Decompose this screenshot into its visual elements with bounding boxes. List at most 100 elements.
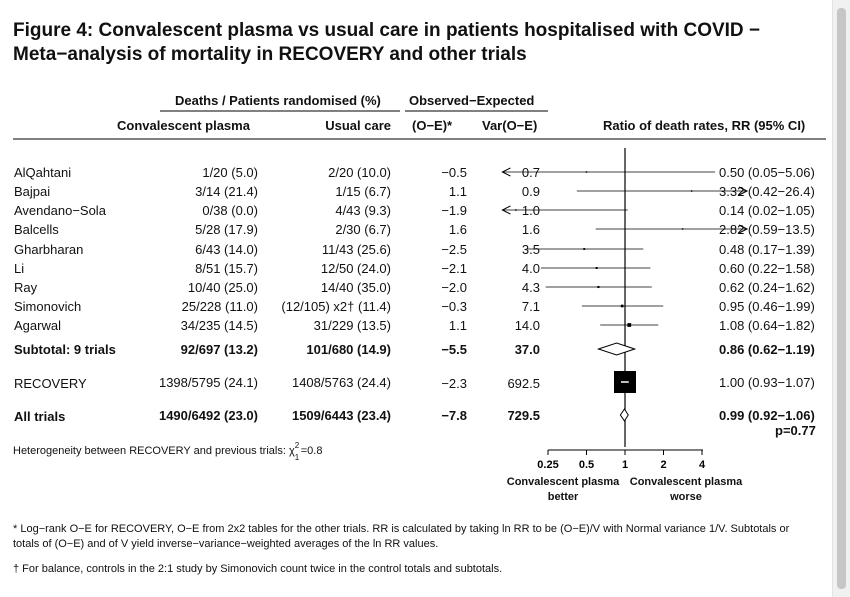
oe-group-header: Observed−Expected (409, 93, 535, 108)
point-estimate-square (585, 171, 588, 173)
study-name: Avendano−Sola (14, 203, 106, 218)
subtotal-rr: 0.86 (0.62−1.19) (719, 342, 815, 357)
subtotal-label: Subtotal: 9 trials (14, 342, 116, 357)
study-oe: −0.3 (441, 299, 467, 314)
recovery-oe: −2.3 (441, 376, 467, 391)
point-estimate-square (681, 228, 684, 230)
study-uc: 14/40 (35.0) (320, 280, 391, 295)
subtotal-uc: 101/680 (14.9) (306, 342, 391, 357)
study-var: 0.9 (521, 184, 540, 199)
all-trials-diamond (619, 408, 629, 422)
figure-title-line1: Figure 4: Convalescent plasma vs usual c… (13, 20, 761, 41)
subtotal-var: 37.0 (514, 342, 540, 357)
rr-column-header: Ratio of death rates, RR (95% CI) (603, 118, 806, 133)
study-var: 4.0 (521, 261, 540, 276)
study-name: Gharbharan (14, 242, 84, 257)
subtotal-diamond (596, 342, 637, 356)
right-axis-label-line1: Convalescent plasma (629, 476, 743, 488)
recovery-var: 692.5 (507, 376, 540, 391)
x-tick-label: 4 (699, 459, 706, 471)
scrollbar-thumb[interactable] (837, 8, 846, 589)
footnote-balance: † For balance, controls in the 2:1 study… (13, 563, 503, 575)
point-estimate-square (690, 190, 693, 192)
study-cp: 25/228 (11.0) (181, 299, 258, 314)
study-uc: 11/43 (25.6) (321, 242, 391, 257)
study-name: Balcells (14, 222, 59, 237)
cp-column-header: Convalescent plasma (117, 118, 250, 133)
figure-title: Figure 4: Convalescent plasma vs usual c… (13, 19, 813, 67)
all-trials-label: All trials (14, 409, 66, 424)
study-cp: 0/38 (0.0) (202, 203, 258, 218)
study-name: Ray (14, 280, 38, 295)
study-rr: 0.62 (0.24−1.62) (719, 280, 815, 295)
study-name: Bajpai (14, 184, 51, 199)
study-var: 3.5 (521, 242, 540, 257)
study-oe: −0.5 (441, 165, 467, 180)
point-estimate-square (627, 323, 632, 327)
heterogeneity-sup: 2 (294, 441, 300, 450)
study-cp: 6/43 (14.0) (195, 242, 258, 257)
var-column-header: Var(O−E) (482, 118, 538, 133)
study-name: Simonovich (14, 299, 82, 314)
study-cp: 10/40 (25.0) (187, 280, 258, 295)
study-rr: 0.50 (0.05−5.06) (719, 165, 815, 180)
study-var: 7.1 (521, 299, 540, 314)
study-name: Agarwal (14, 318, 61, 333)
figure-title-line2: Meta−analysis of mortality in RECOVERY a… (13, 44, 527, 65)
ci-arrow-left (501, 167, 511, 177)
all-trials-oe: −7.8 (441, 408, 467, 423)
study-uc: (12/105) x2† (11.4) (281, 299, 391, 314)
study-uc: 12/50 (24.0) (320, 261, 391, 276)
left-axis-label-line2: better (547, 491, 579, 503)
study-uc: 31/229 (13.5) (313, 318, 391, 333)
study-oe: 1.1 (448, 318, 467, 333)
study-uc: 4/43 (9.3) (335, 203, 391, 218)
study-rr: 0.95 (0.46−1.99) (719, 299, 815, 314)
right-axis-label-line2: worse (670, 491, 702, 503)
left-axis-label-line1: Convalescent plasma (506, 476, 620, 488)
subtotal-oe: −5.5 (441, 342, 467, 357)
study-name: AlQahtani (14, 165, 72, 180)
point-estimate-square (597, 285, 600, 289)
study-cp: 3/14 (21.4) (195, 184, 258, 199)
all-trials-cp: 1490/6492 (23.0) (158, 408, 258, 423)
study-uc: 2/20 (10.0) (328, 165, 391, 180)
x-tick-label: 0.5 (579, 459, 594, 471)
study-rr: 0.14 (0.02−1.05) (719, 203, 815, 218)
recovery-cp: 1398/5795 (24.1) (158, 375, 258, 390)
ci-arrow-right (738, 186, 749, 196)
ci-arrow-right (738, 224, 749, 234)
x-tick-label: 0.25 (537, 459, 558, 471)
vertical-scrollbar[interactable] (832, 0, 850, 597)
deaths-group-header: Deaths / Patients randomised (%) (175, 93, 381, 108)
heterogeneity-sub: 1 (294, 453, 300, 462)
study-oe: −1.9 (441, 203, 467, 218)
recovery-label: RECOVERY (14, 376, 87, 391)
heterogeneity-value: =0.8 (300, 445, 323, 457)
study-var: 4.3 (521, 280, 540, 295)
study-var: 0.7 (521, 165, 540, 180)
study-rr: 1.08 (0.64−1.82) (719, 318, 815, 333)
study-rr: 2.82 (0.59−13.5) (719, 222, 815, 237)
study-oe: 1.1 (448, 184, 467, 199)
study-rr: 3.32 (0.42−26.4) (719, 184, 815, 199)
uc-column-header: Usual care (325, 118, 391, 133)
oe-column-header: (O−E)* (412, 118, 453, 133)
point-estimate-square (595, 267, 598, 269)
study-cp: 34/235 (14.5) (180, 318, 258, 333)
study-oe: −2.1 (441, 261, 467, 276)
study-rr: 0.60 (0.22−1.58) (719, 261, 815, 276)
recovery-uc: 1408/5763 (24.4) (291, 375, 391, 390)
study-cp: 5/28 (17.9) (195, 222, 258, 237)
study-oe: −2.5 (441, 242, 467, 257)
heterogeneity-text: Heterogeneity between RECOVERY and previ… (13, 441, 323, 462)
ci-arrow-left (501, 205, 511, 215)
point-estimate-square (515, 209, 517, 211)
p-value: p=0.77 (775, 423, 816, 438)
heterogeneity-prefix: Heterogeneity between RECOVERY and previ… (13, 445, 295, 457)
footnote-log-rank: * Log−rank O−E for RECOVERY, O−E from 2x… (13, 523, 790, 550)
all-trials-rr: 0.99 (0.92−1.06) (719, 408, 815, 423)
study-var: 1.6 (521, 222, 540, 237)
study-uc: 1/15 (6.7) (335, 184, 391, 199)
